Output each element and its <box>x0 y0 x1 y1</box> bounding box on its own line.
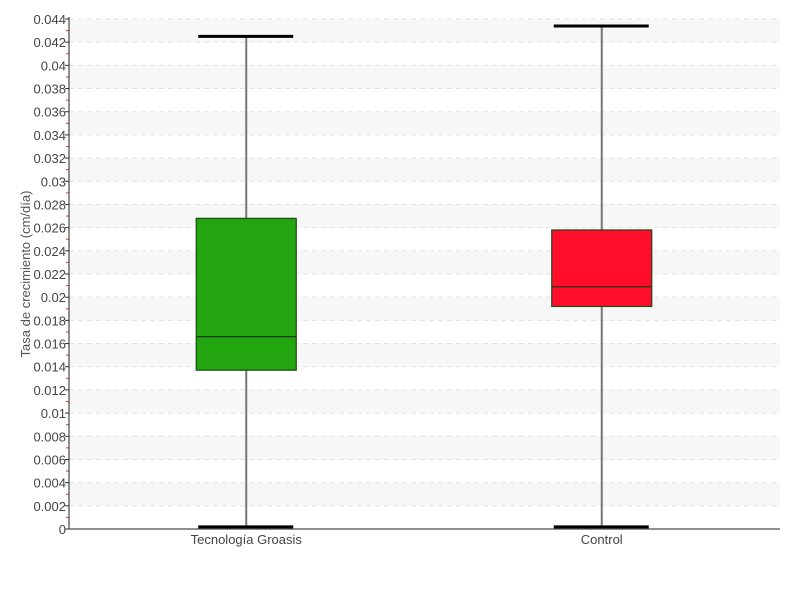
y-tick-label: 0.044 <box>33 12 66 27</box>
x-category-label: Tecnología Groasis <box>191 532 303 547</box>
grid-band <box>69 204 780 228</box>
grid-band <box>69 65 780 89</box>
y-tick-label: 0.032 <box>33 151 66 166</box>
y-tick-label: 0.024 <box>33 244 66 259</box>
box <box>195 217 297 371</box>
y-tick-label: 0.03 <box>41 174 66 189</box>
x-category-label: Control <box>581 532 623 547</box>
grid-bands <box>69 19 780 506</box>
y-tick-label: 0.036 <box>33 105 66 120</box>
y-tick-label: 0 <box>59 522 66 537</box>
box-0 <box>195 34 297 529</box>
y-tick-label: 0.012 <box>33 383 66 398</box>
y-tick-label: 0.014 <box>33 360 66 375</box>
grid-band <box>69 19 780 43</box>
y-tick-label: 0.002 <box>33 499 66 514</box>
y-tick-label: 0.006 <box>33 452 66 467</box>
grid-band <box>69 482 780 506</box>
axes <box>65 17 780 530</box>
grid-band <box>69 297 780 321</box>
boxes <box>195 24 653 529</box>
box <box>551 229 653 308</box>
grid-band <box>69 111 780 135</box>
box-1 <box>551 24 653 529</box>
y-tick-label: 0.022 <box>33 267 66 282</box>
grid-band <box>69 343 780 367</box>
y-tick-label: 0.016 <box>33 337 66 352</box>
y-tick-label: 0.026 <box>33 221 66 236</box>
y-axis-label: Tasa de crecimiento (cm/día) <box>18 191 33 358</box>
y-tick-label: 0.02 <box>41 290 66 305</box>
y-tick-label: 0.04 <box>41 58 66 73</box>
grid-lines <box>69 18 780 507</box>
y-tick-label: 0.028 <box>33 197 66 212</box>
y-tick-label: 0.008 <box>33 429 66 444</box>
tick-labels: 0 0.002 0.004 0.006 0.008 0.01 0.012 0.014 0.016… <box>33 12 622 547</box>
grid-band <box>69 389 780 414</box>
y-tick-label: 0.018 <box>33 313 66 328</box>
y-tick-label: 0.042 <box>33 35 66 50</box>
grid-band <box>69 250 780 274</box>
grid-band <box>69 158 780 182</box>
grid-band <box>69 436 780 460</box>
y-tick-label: 0.01 <box>41 406 66 421</box>
y-tick-label: 0.038 <box>33 82 66 97</box>
y-tick-label: 0.034 <box>33 128 66 143</box>
y-tick-label: 0.004 <box>33 476 66 491</box>
